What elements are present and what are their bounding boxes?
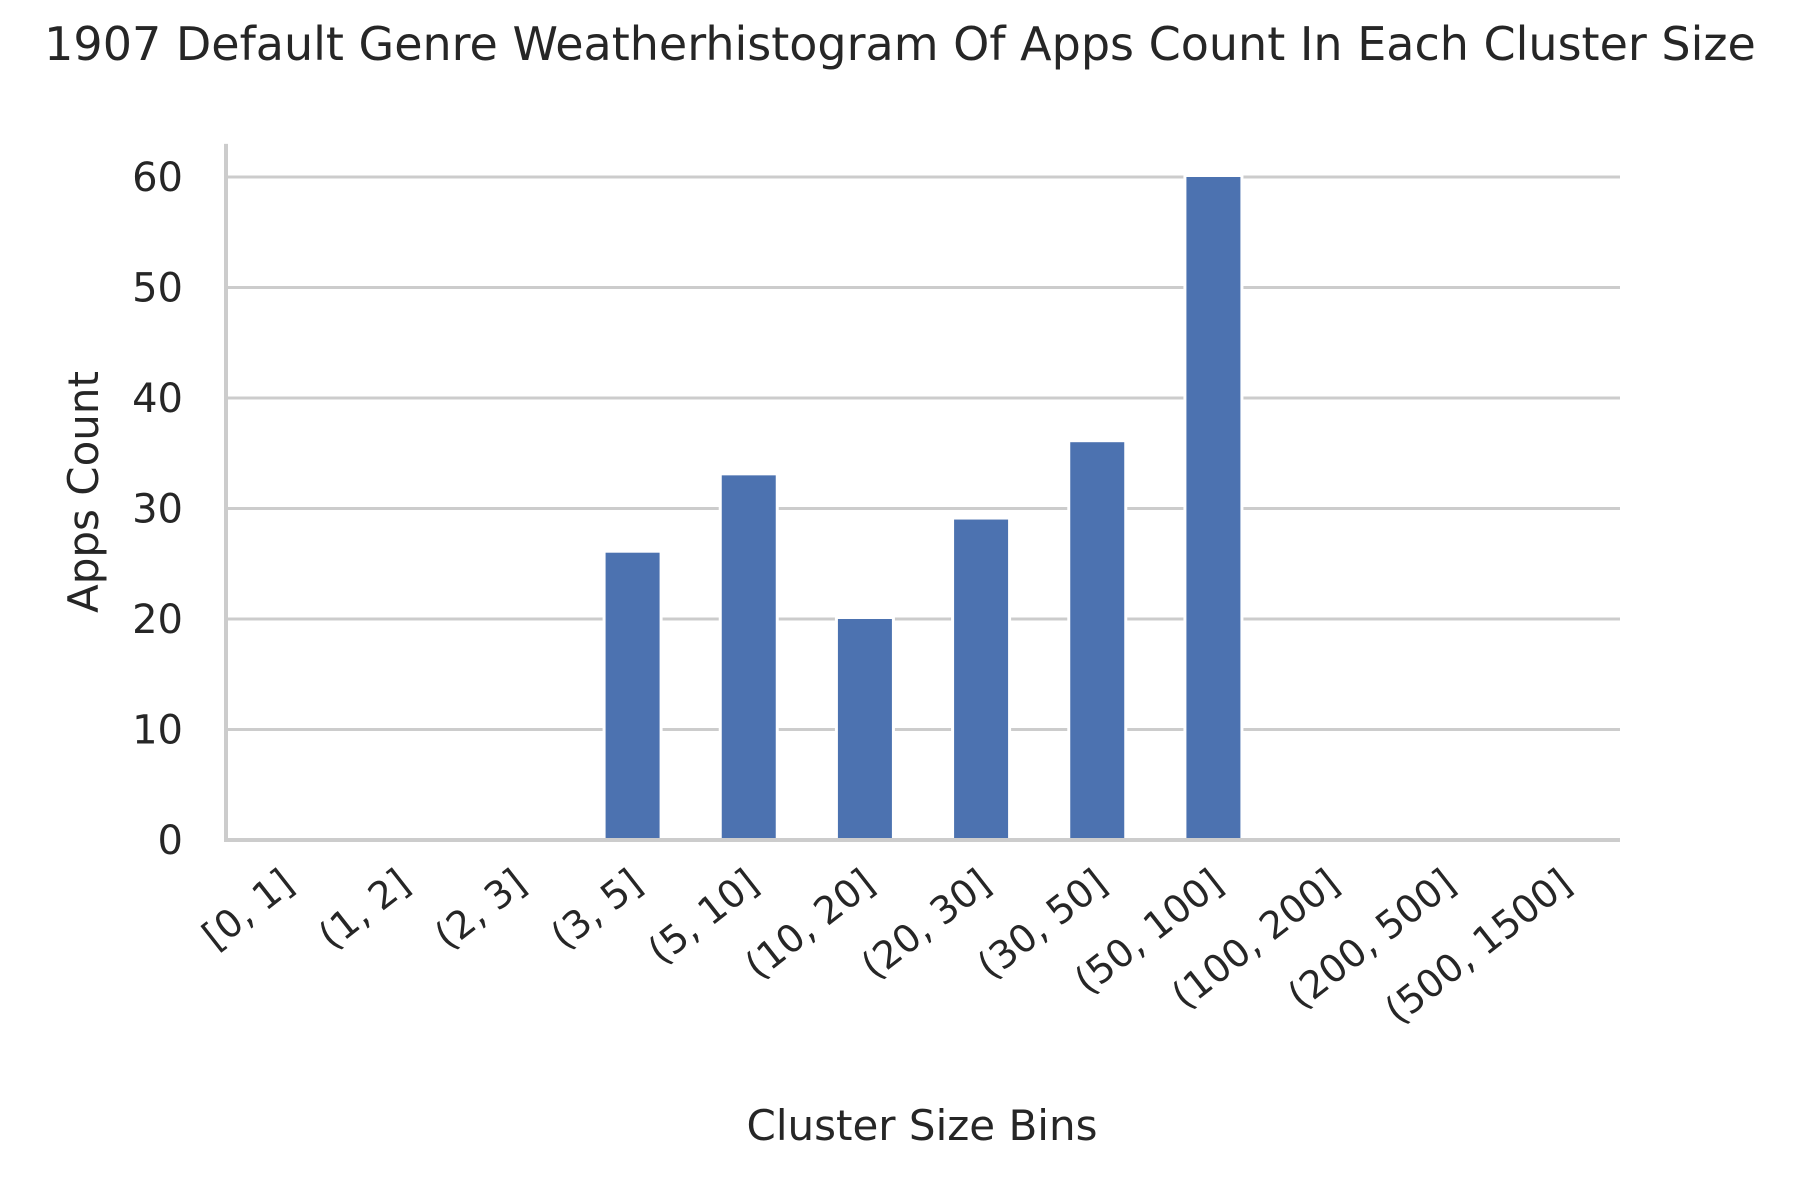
bar xyxy=(602,549,663,843)
x-tick-label: (1, 2] xyxy=(310,860,418,958)
x-tick-label: (20, 30] xyxy=(853,860,999,987)
bar xyxy=(718,472,779,843)
y-tick-labels: 0 10 20 30 40 50 60 xyxy=(132,155,183,864)
x-tick-labels: [0, 1] (1, 2] (2, 3] (3, 5](5, 10](10, 20](… xyxy=(194,860,1579,1032)
axes xyxy=(224,143,1620,842)
y-tick-label: 10 xyxy=(132,708,183,754)
bar xyxy=(834,616,895,843)
y-tick-label: 40 xyxy=(132,376,183,422)
x-tick-label: (2, 3] xyxy=(426,860,534,958)
gridlines xyxy=(226,175,1620,731)
y-tick-label: 30 xyxy=(132,487,183,533)
y-tick-label: 50 xyxy=(132,266,183,312)
y-axis-label: Apps Count xyxy=(59,371,108,613)
x-axis-label: Cluster Size Bins xyxy=(747,1101,1098,1150)
bar xyxy=(1067,439,1128,843)
y-tick-label: 60 xyxy=(132,155,183,201)
x-tick-label: [0, 1] xyxy=(194,860,302,958)
y-tick-label: 20 xyxy=(132,597,183,643)
bar xyxy=(1183,174,1244,843)
bar xyxy=(951,516,1012,843)
x-tick-label: (3, 5] xyxy=(543,860,651,958)
bars xyxy=(602,174,1244,843)
chart-title: 1907 Default Genre Weatherhistogram Of A… xyxy=(44,17,1756,71)
x-tick-label: (10, 20] xyxy=(737,860,883,987)
y-tick-label: 0 xyxy=(158,818,183,864)
